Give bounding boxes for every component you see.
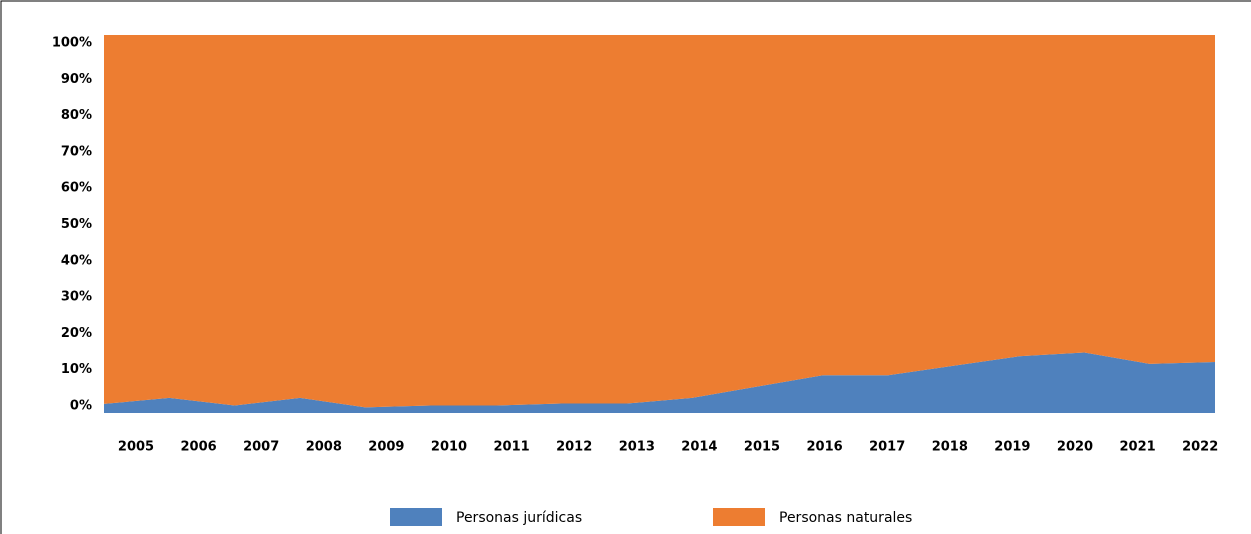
- x-tick-label: 2010: [431, 440, 467, 455]
- x-tick-label: 2019: [994, 440, 1030, 455]
- y-tick-label: 30%: [61, 290, 92, 305]
- x-tick-label: 2017: [869, 440, 905, 455]
- x-tick-label: 2012: [556, 440, 592, 455]
- x-tick-label: 2016: [807, 440, 843, 455]
- y-tick-label: 20%: [61, 326, 92, 341]
- x-tick-label: 2011: [494, 440, 530, 455]
- y-tick-label: 100%: [52, 36, 92, 51]
- area: [104, 35, 1215, 408]
- x-tick-label: 2009: [368, 440, 404, 455]
- x-tick-label: 2022: [1182, 440, 1218, 455]
- y-tick-label: 60%: [61, 181, 92, 196]
- x-tick-label: 2020: [1057, 440, 1093, 455]
- y-tick-label: 70%: [61, 144, 92, 159]
- y-tick-label: 40%: [61, 253, 92, 268]
- x-tick-label: 2014: [681, 440, 717, 455]
- y-tick-label: 90%: [61, 72, 92, 87]
- y-tick-label: 80%: [61, 108, 92, 123]
- legend-label: Personas jurídicas: [456, 510, 582, 526]
- legend-label: Personas naturales: [779, 510, 912, 526]
- x-tick-label: 2015: [744, 440, 780, 455]
- x-tick-label: 2013: [619, 440, 655, 455]
- y-tick-label: 0%: [70, 399, 92, 414]
- x-tick-label: 2005: [118, 440, 154, 455]
- y-tick-label: 10%: [61, 362, 92, 377]
- x-tick-label: 2018: [932, 440, 968, 455]
- x-tick-label: 2008: [306, 440, 342, 455]
- area: [104, 352, 1215, 413]
- x-tick-label: 2021: [1120, 440, 1156, 455]
- legend-swatch: [713, 508, 765, 526]
- y-tick-label: 50%: [61, 217, 92, 232]
- x-tick-label: 2006: [181, 440, 217, 455]
- x-tick-label: 2007: [243, 440, 279, 455]
- legend-swatch: [390, 508, 442, 526]
